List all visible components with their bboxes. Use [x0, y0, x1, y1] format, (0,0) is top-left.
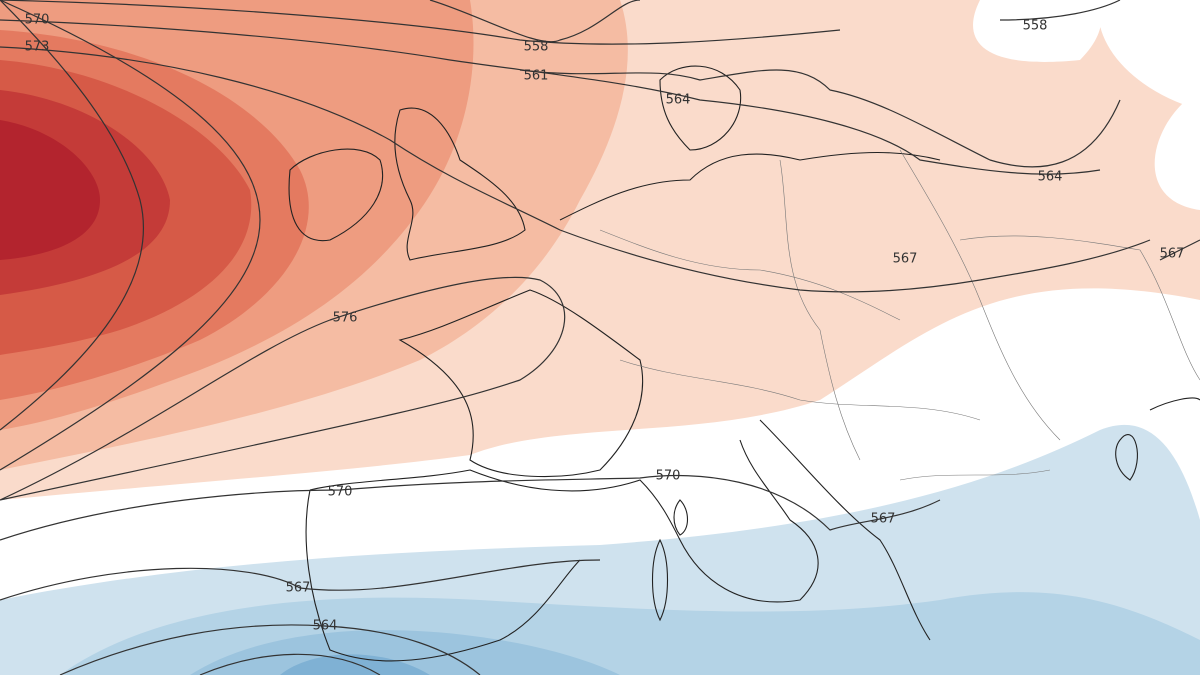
contour-label: 564 — [1038, 170, 1063, 185]
contour-label: 567 — [893, 252, 918, 267]
contour-label: 570 — [656, 469, 681, 484]
contour-label: 573 — [25, 40, 50, 55]
contour-label: 564 — [666, 93, 691, 108]
contour-labels: 567 570 573 558 561 564 558 564 567 567 576 570 570 5… — [25, 0, 1185, 634]
contour-label: 570 — [25, 13, 50, 28]
coastlines — [288, 65, 1200, 662]
contour-label: 570 — [328, 485, 353, 500]
contour-label: 567 — [286, 581, 311, 596]
contour-label: 567 — [25, 0, 50, 4]
contour-label: 558 — [1023, 19, 1048, 34]
borders — [599, 149, 1200, 481]
contour-label: 567 — [871, 512, 896, 527]
contour-label: 576 — [333, 311, 358, 326]
contour-label: 567 — [1160, 247, 1185, 262]
contour-label: 558 — [524, 40, 549, 55]
contour-label: 564 — [313, 619, 338, 634]
contour-label: 561 — [524, 69, 549, 84]
